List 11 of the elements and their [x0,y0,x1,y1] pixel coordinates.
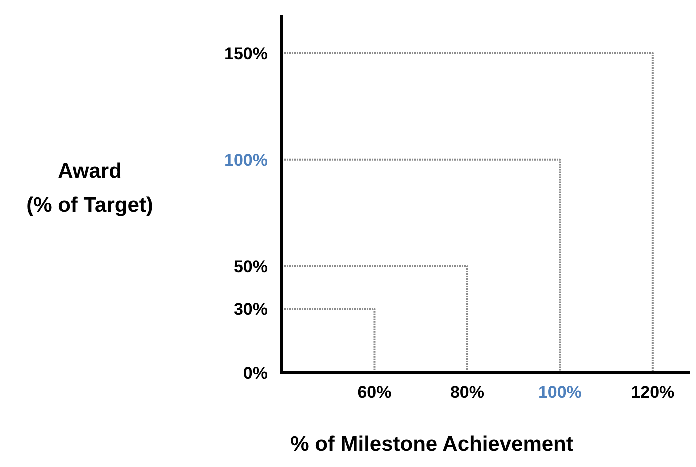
x-tick-label: 80% [450,383,484,402]
y-tick-label: 150% [224,44,268,64]
x-tick-label: 60% [358,383,392,402]
x-tick-label: 120% [631,383,675,402]
y-axis-title: Award (% of Target) [26,160,154,217]
y-tick-label: 30% [234,300,268,320]
x-axis-title: % of Milestone Achievement [290,433,574,456]
y-tick-label: 100% [224,150,268,170]
y-tick-label: 50% [234,257,268,276]
y-tick-label: 0% [243,364,268,383]
x-tick-label: 100% [538,383,582,402]
